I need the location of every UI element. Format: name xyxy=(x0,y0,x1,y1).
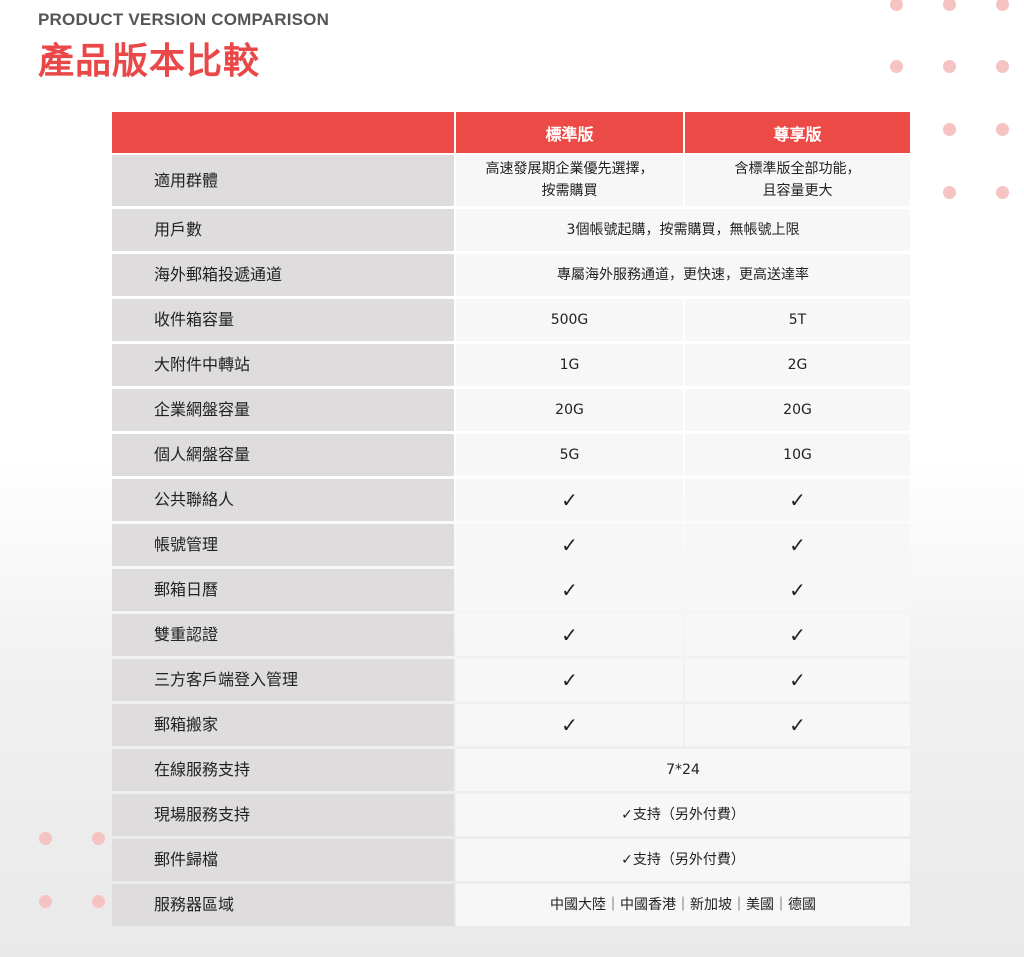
premium-value-cell: 2G xyxy=(685,344,910,386)
check-icon: ✓ xyxy=(685,524,910,566)
row-label: 郵箱搬家 xyxy=(112,704,454,746)
dot-decoration xyxy=(890,0,903,11)
dot-decoration xyxy=(943,0,956,11)
row-label: 適用群體 xyxy=(112,155,454,206)
check-icon: ✓ xyxy=(685,614,910,656)
row-label: 企業網盤容量 xyxy=(112,389,454,431)
dot-decoration xyxy=(996,60,1009,73)
row-label: 三方客戶端登入管理 xyxy=(112,659,454,701)
premium-value-cell: 10G xyxy=(685,434,910,476)
check-icon: ✓ xyxy=(456,569,683,611)
header-cell-standard: 標準版 xyxy=(456,112,683,153)
merged-value-cell: 專屬海外服務通道，更快速，更高送達率 xyxy=(456,254,910,296)
page-subtitle: PRODUCT VERSION COMPARISON xyxy=(38,10,330,29)
standard-value-cell: 20G xyxy=(456,389,683,431)
dot-decoration xyxy=(943,123,956,136)
merged-value-cell: 7*24 xyxy=(456,749,910,791)
row-label: 在線服務支持 xyxy=(112,749,454,791)
standard-value-cell: 500G xyxy=(456,299,683,341)
check-icon: ✓ xyxy=(456,524,683,566)
merged-value-cell: 3個帳號起購，按需購買，無帳號上限 xyxy=(456,209,910,251)
check-icon: ✓ xyxy=(685,659,910,701)
check-icon: ✓ xyxy=(456,614,683,656)
dot-decoration xyxy=(92,832,105,845)
header-cell-premium: 尊享版 xyxy=(685,112,910,153)
row-label: 帳號管理 xyxy=(112,524,454,566)
row-label: 大附件中轉站 xyxy=(112,344,454,386)
dot-decoration xyxy=(39,832,52,845)
header-cell-feature xyxy=(112,112,454,153)
standard-value-cell: 1G xyxy=(456,344,683,386)
comparison-table: 標準版 尊享版 適用群體 高速發展期企業優先選擇， 按需購買 含標準版全部功能， 且… xyxy=(112,112,910,932)
row-label: 用戶數 xyxy=(112,209,454,251)
row-label: 海外郵箱投遞通道 xyxy=(112,254,454,296)
row-label: 公共聯絡人 xyxy=(112,479,454,521)
premium-value-cell: 5T xyxy=(685,299,910,341)
dot-decoration xyxy=(890,60,903,73)
row-label: 服務器區域 xyxy=(112,884,454,926)
dot-decoration xyxy=(996,186,1009,199)
dot-decoration xyxy=(943,60,956,73)
premium-value-cell: 含標準版全部功能， 且容量更大 xyxy=(685,155,910,206)
row-label: 個人網盤容量 xyxy=(112,434,454,476)
check-icon: ✓ xyxy=(685,704,910,746)
merged-value-cell: ✓支持（另外付費） xyxy=(456,794,910,836)
check-icon: ✓ xyxy=(456,659,683,701)
row-label: 郵件歸檔 xyxy=(112,839,454,881)
check-icon: ✓ xyxy=(685,479,910,521)
row-label: 收件箱容量 xyxy=(112,299,454,341)
check-icon: ✓ xyxy=(456,479,683,521)
dot-decoration xyxy=(943,186,956,199)
dot-decoration xyxy=(39,895,52,908)
dot-decoration xyxy=(996,0,1009,11)
standard-value-cell: 5G xyxy=(456,434,683,476)
standard-value-cell: 高速發展期企業優先選擇， 按需購買 xyxy=(456,155,683,206)
row-label: 雙重認證 xyxy=(112,614,454,656)
merged-value-cell: ✓支持（另外付費） xyxy=(456,839,910,881)
page-title: 產品版本比較 xyxy=(38,41,261,82)
check-icon: ✓ xyxy=(456,704,683,746)
dot-decoration xyxy=(996,123,1009,136)
row-label: 郵箱日曆 xyxy=(112,569,454,611)
check-icon: ✓ xyxy=(685,569,910,611)
row-label: 現場服務支持 xyxy=(112,794,454,836)
dot-decoration xyxy=(92,895,105,908)
premium-value-cell: 20G xyxy=(685,389,910,431)
merged-value-cell: 中國大陸｜中國香港｜新加坡｜美國｜德國 xyxy=(456,884,910,926)
